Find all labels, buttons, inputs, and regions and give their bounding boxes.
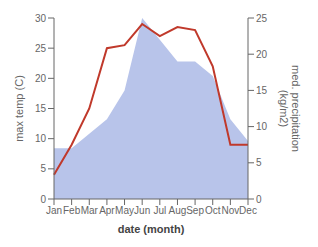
svg-text:Sep: Sep <box>186 205 204 216</box>
svg-text:Feb: Feb <box>63 205 81 216</box>
svg-text:15: 15 <box>35 103 47 114</box>
svg-text:5: 5 <box>40 163 46 174</box>
svg-text:0: 0 <box>256 194 262 205</box>
svg-text:30: 30 <box>35 13 47 24</box>
svg-text:Jun: Jun <box>134 205 150 216</box>
svg-text:Mar: Mar <box>81 205 99 216</box>
svg-text:0: 0 <box>40 194 46 205</box>
svg-text:15: 15 <box>256 85 268 96</box>
svg-text:May: May <box>115 205 134 216</box>
svg-text:25: 25 <box>35 43 47 54</box>
svg-text:Jan: Jan <box>46 205 62 216</box>
svg-text:Jul: Jul <box>153 205 166 216</box>
svg-text:10: 10 <box>35 133 47 144</box>
svg-text:date (month): date (month) <box>118 223 185 235</box>
svg-text:med. precipitation(kg/m2): med. precipitation(kg/m2) <box>278 65 302 152</box>
svg-text:25: 25 <box>256 13 268 24</box>
svg-text:10: 10 <box>256 121 268 132</box>
svg-text:20: 20 <box>256 49 268 60</box>
svg-text:5: 5 <box>256 157 262 168</box>
svg-text:Aug: Aug <box>169 205 187 216</box>
svg-text:Apr: Apr <box>99 205 115 216</box>
svg-text:20: 20 <box>35 73 47 84</box>
svg-text:max temp (C): max temp (C) <box>13 75 25 142</box>
svg-text:Nov: Nov <box>221 205 239 216</box>
svg-text:Oct: Oct <box>205 205 221 216</box>
svg-text:Dec: Dec <box>239 205 257 216</box>
